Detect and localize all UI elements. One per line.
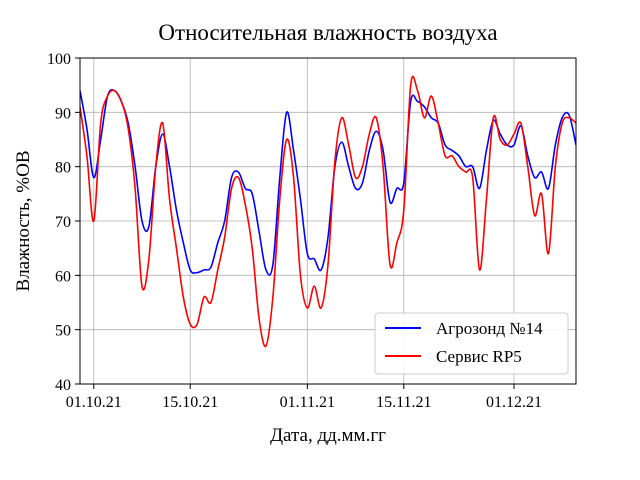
legend: Агрозонд №14 Сервис RP5: [374, 312, 569, 375]
legend-box: [374, 312, 569, 375]
y-tick-label: 50: [55, 323, 71, 340]
x-tick-label: 01.11.21: [280, 394, 335, 411]
y-tick-label: 60: [55, 268, 71, 285]
y-tick-label: 80: [55, 160, 71, 177]
x-axis-label: Дата, дд.мм.гг: [270, 425, 386, 446]
x-tick-label: 15.10.21: [162, 394, 218, 411]
y-axis-label: Влажность, %OB: [13, 151, 34, 292]
series-line-1: [80, 75, 576, 348]
series-lines: [80, 75, 576, 348]
legend-label-agrozond: Агрозонд №14: [436, 319, 543, 338]
legend-label-rp5: Сервис RP5: [436, 347, 522, 366]
x-tick-label: 15.11.21: [376, 394, 431, 411]
axis-ticks: 40 50 60 70 80 90 100 01.10.21 15.10.21 01.11.21 1…: [47, 51, 542, 411]
y-tick-label: 100: [47, 51, 71, 68]
chart-title: Относительная влажность воздуха: [158, 20, 497, 45]
x-tick-label: 01.10.21: [66, 394, 122, 411]
y-tick-label: 70: [55, 214, 71, 231]
x-tick-label: 01.12.21: [486, 394, 542, 411]
y-tick-label: 90: [55, 105, 71, 122]
y-tick-label: 40: [55, 377, 71, 394]
